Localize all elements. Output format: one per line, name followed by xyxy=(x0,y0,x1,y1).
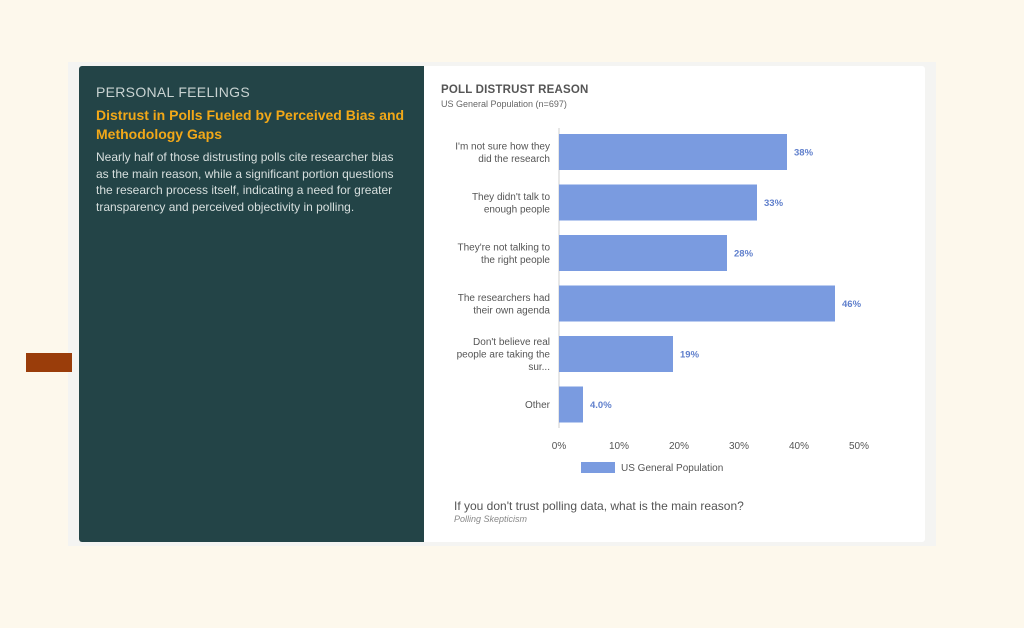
data-label: 28% xyxy=(734,249,754,260)
insight-panel: PERSONAL FEELINGS Distrust in Polls Fuel… xyxy=(79,66,424,542)
legend-label: US General Population xyxy=(621,463,723,474)
data-label: 46% xyxy=(842,299,862,310)
x-tick-label: 0% xyxy=(552,441,567,452)
x-tick-label: 30% xyxy=(729,441,749,452)
category-label: The researchers had their own agenda xyxy=(458,293,551,317)
data-label: 4.0% xyxy=(590,400,612,411)
insight-body: Nearly half of those distrusting polls c… xyxy=(96,150,394,214)
category-label: I'm not sure how they did the research xyxy=(455,141,550,165)
data-label: 38% xyxy=(794,148,814,159)
survey-question: If you don't trust polling data, what is… xyxy=(454,499,744,513)
bar xyxy=(559,386,583,423)
x-tick-label: 50% xyxy=(849,441,869,452)
insight-headline: Distrust in Polls Fueled by Perceived Bi… xyxy=(96,107,405,142)
bar xyxy=(559,285,835,322)
data-label: 19% xyxy=(680,350,700,361)
category-label: They're not talking to the right people xyxy=(457,242,550,266)
bar xyxy=(559,336,673,372)
legend-swatch xyxy=(581,462,615,473)
chart-panel: POLL DISTRUST REASON US General Populati… xyxy=(424,66,925,542)
x-tick-label: 20% xyxy=(669,441,689,452)
chart-subtitle: US General Population (n=697) xyxy=(441,99,567,109)
category-label: Other xyxy=(525,400,551,411)
bar xyxy=(559,184,757,221)
data-label: 33% xyxy=(764,198,784,209)
category-label: They didn't talk to enough people xyxy=(472,192,551,216)
survey-source: Polling Skepticism xyxy=(454,514,528,524)
bar xyxy=(559,235,727,271)
bar xyxy=(559,134,787,170)
chart-title: POLL DISTRUST REASON xyxy=(441,84,589,96)
x-tick-label: 40% xyxy=(789,441,809,452)
bar-chart: I'm not sure how they did the research 38%… xyxy=(455,128,869,474)
category-label: Don't believe real people are taking the s… xyxy=(457,337,551,373)
accent-tab xyxy=(26,353,72,372)
x-tick-label: 10% xyxy=(609,441,629,452)
section-label: PERSONAL FEELINGS xyxy=(96,84,250,100)
